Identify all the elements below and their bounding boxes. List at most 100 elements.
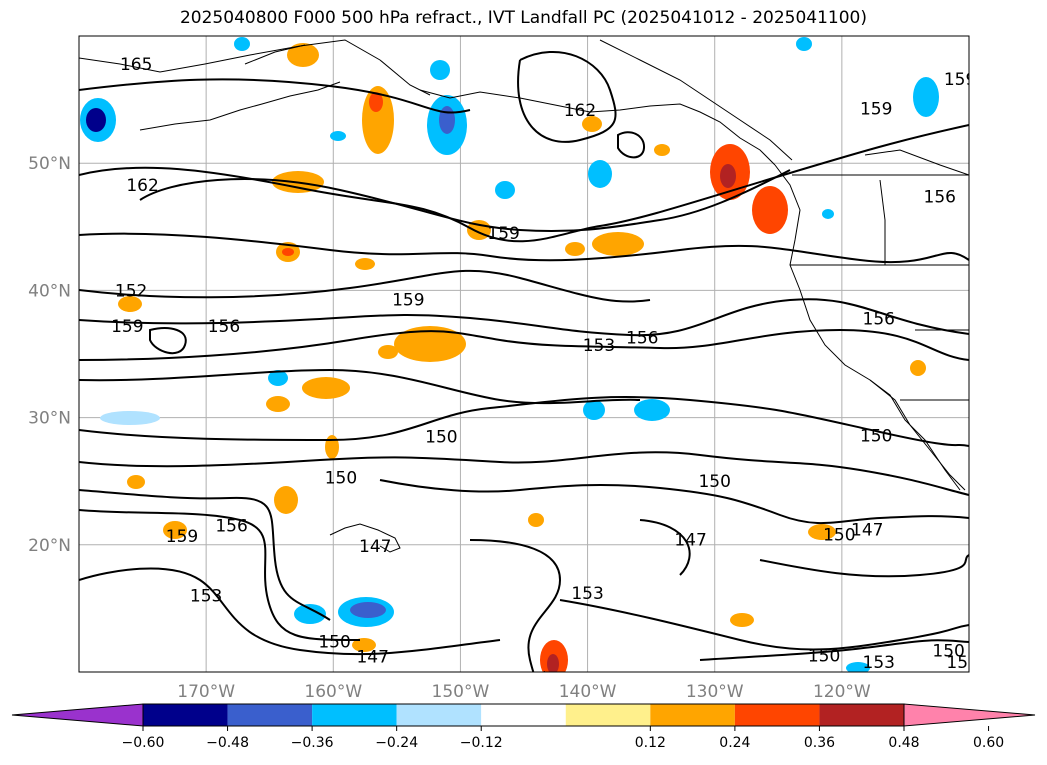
contour-label: 150 xyxy=(932,641,964,661)
negative-anomaly-core xyxy=(439,106,455,134)
positive-anomaly xyxy=(565,242,585,256)
positive-anomaly xyxy=(654,144,670,156)
colorbar-tick-label: −0.36 xyxy=(291,735,334,751)
negative-anomaly xyxy=(495,181,515,199)
negative-anomaly xyxy=(796,37,812,51)
colorbar: −0.60 −0.48 −0.36 −0.24 −0.12 0.12 0.24 0.36 0.4… xyxy=(11,703,1036,751)
positive-anomaly xyxy=(127,475,145,489)
longitude-tick-label: 120°W xyxy=(813,682,871,702)
colorbar-tick-label: 0.48 xyxy=(888,735,919,751)
positive-anomaly xyxy=(378,345,398,359)
colorbar-extend-low xyxy=(11,703,144,727)
negative-anomaly xyxy=(234,37,250,51)
contour-label: 150 xyxy=(860,426,892,446)
colorbar-segment xyxy=(481,704,566,726)
positive-anomaly xyxy=(910,360,926,376)
longitude-labels: 170°W 160°W 150°W 140°W 130°W 120°W xyxy=(177,682,871,702)
positive-anomaly-core xyxy=(547,654,559,672)
contour-label: 156 xyxy=(924,187,956,207)
contour-label: 156 xyxy=(208,317,240,337)
positive-anomaly xyxy=(352,638,376,652)
longitude-tick-label: 170°W xyxy=(177,682,235,702)
latitude-tick-label: 40°N xyxy=(28,281,71,301)
contour-label: 153 xyxy=(583,336,615,356)
contour-label: 162 xyxy=(564,101,596,121)
negative-anomaly xyxy=(634,399,670,421)
latitude-tick-label: 30°N xyxy=(28,409,71,429)
colorbar-tick-label: 0.60 xyxy=(973,735,1004,751)
colorbar-segment xyxy=(227,704,313,726)
contour-label: 153 xyxy=(190,587,222,607)
colorbar-segment xyxy=(819,704,904,726)
negative-anomaly-core xyxy=(86,108,106,132)
negative-anomaly xyxy=(330,131,346,141)
colorbar-outline xyxy=(142,703,905,727)
contour-label: 156 xyxy=(626,328,658,348)
colorbar-tick-label: −0.24 xyxy=(375,735,418,751)
negative-anomaly xyxy=(268,370,288,386)
colorbar-segment xyxy=(565,704,651,726)
positive-anomaly-core xyxy=(282,248,294,256)
negative-anomaly xyxy=(294,604,326,624)
contour-label: 159 xyxy=(860,100,892,120)
contour-label: 162 xyxy=(126,176,158,196)
positive-anomaly xyxy=(808,524,836,540)
contour-label: 165 xyxy=(120,55,152,75)
colorbar-extend-high xyxy=(903,703,1036,727)
positive-anomaly xyxy=(274,486,298,514)
contour-label: 153 xyxy=(946,653,978,673)
positive-anomaly xyxy=(528,513,544,527)
contour-label: 147 xyxy=(356,648,388,668)
contour-label: 150 xyxy=(823,526,855,546)
contour-label: 159 xyxy=(392,290,424,310)
positive-anomaly xyxy=(118,296,142,312)
contour-label: 156 xyxy=(863,309,895,329)
negative-anomaly xyxy=(822,209,834,219)
coastlines xyxy=(79,39,969,553)
negative-anomaly xyxy=(430,60,450,80)
longitude-tick-label: 130°W xyxy=(686,682,744,702)
colorbar-tick-label: −0.12 xyxy=(460,735,503,751)
positive-anomaly xyxy=(163,521,187,539)
latitude-labels: 50°N 40°N 30°N 20°N xyxy=(28,154,71,556)
latitude-tick-label: 50°N xyxy=(28,154,71,174)
colorbar-segment xyxy=(650,704,735,726)
colorbar-tick-label: −0.48 xyxy=(206,735,249,751)
positive-anomaly xyxy=(730,613,754,627)
positive-anomaly xyxy=(266,396,290,412)
map-border xyxy=(78,35,970,673)
negative-anomaly xyxy=(846,662,870,672)
colorbar-tick-label: 0.24 xyxy=(719,735,750,751)
colorbar-tick-label: 0.36 xyxy=(804,735,835,751)
colorbar-tick-label: 0.12 xyxy=(635,735,666,751)
colorbar-tick-label: −0.60 xyxy=(122,735,165,751)
contour-label: 147 xyxy=(851,521,883,541)
positive-anomaly xyxy=(355,258,375,270)
positive-anomaly xyxy=(302,377,350,399)
contour-label: 150 xyxy=(425,428,457,448)
contour-label: 150 xyxy=(325,468,357,488)
longitude-tick-label: 150°W xyxy=(432,682,490,702)
negative-anomaly xyxy=(583,400,605,420)
contour-label: 150 xyxy=(318,632,350,652)
map-frame xyxy=(79,36,969,672)
positive-anomaly xyxy=(325,435,339,459)
contour-label: 159 xyxy=(487,224,519,244)
contour-label: 150 xyxy=(808,646,840,666)
negative-anomaly-core xyxy=(350,602,386,618)
positive-anomaly xyxy=(582,116,602,132)
contour-label: 156 xyxy=(215,517,247,537)
colorbar-segment xyxy=(734,704,820,726)
colorbar-segment xyxy=(312,704,397,726)
contour-label: 159 xyxy=(944,70,976,90)
longitude-tick-label: 160°W xyxy=(304,682,362,702)
colorbar-segment xyxy=(143,704,228,726)
contour-label: 159 xyxy=(166,527,198,547)
map-title: 2025040800 F000 500 hPa refract., IVT La… xyxy=(179,8,867,28)
positive-anomaly-core xyxy=(369,92,383,112)
positive-anomaly xyxy=(592,232,644,256)
contour-label: 153 xyxy=(571,584,603,604)
height-contours xyxy=(79,51,969,672)
positive-anomaly xyxy=(287,43,319,67)
contour-label: 150 xyxy=(698,472,730,492)
